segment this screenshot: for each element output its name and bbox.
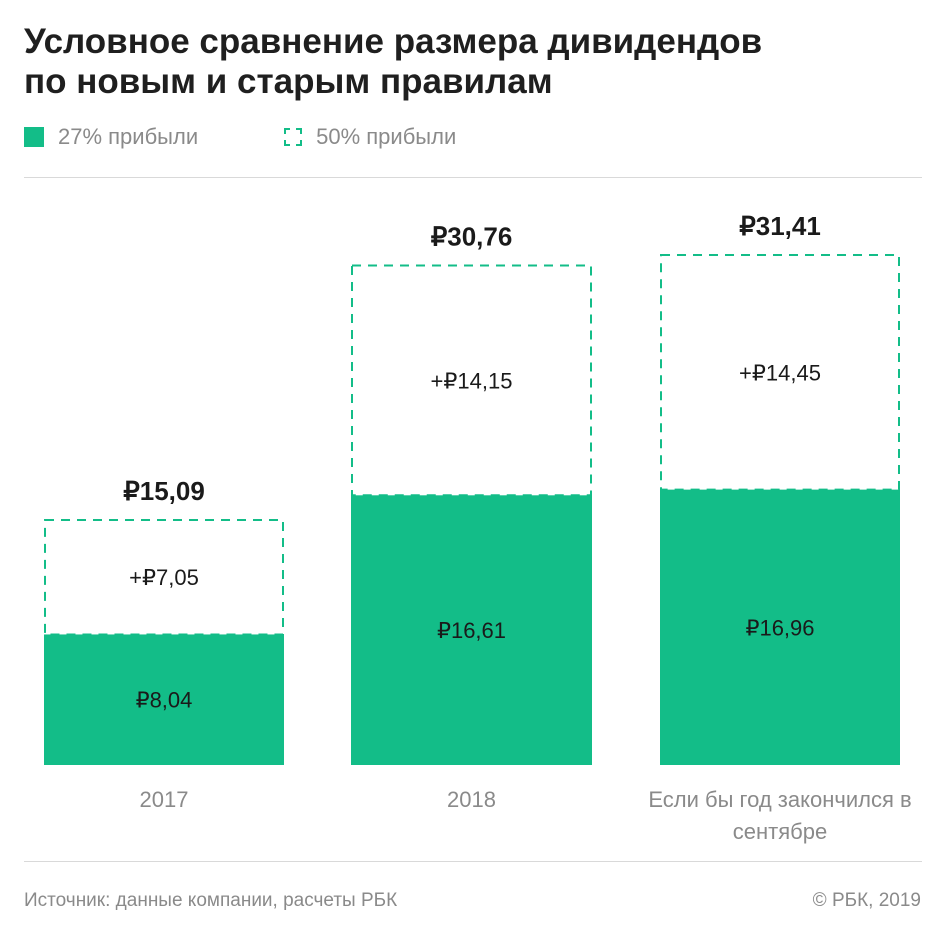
- bar-value-27pct: ₽16,61: [437, 618, 506, 643]
- bar-value-50pct: +₽7,05: [129, 565, 199, 590]
- bottom-divider: [24, 861, 922, 862]
- bar-segment-27pct: [351, 495, 592, 765]
- legend-item-dashed: 50% прибыли: [284, 124, 456, 150]
- legend: 27% прибыли 50% прибыли: [24, 122, 542, 152]
- category-label-2018: 2018: [447, 787, 496, 812]
- bar-segment-50pct: [351, 264, 592, 497]
- bar-total-label: ₽30,76: [431, 222, 513, 252]
- bar-total-label: ₽31,41: [739, 211, 821, 241]
- bar-value-50pct: +₽14,15: [431, 368, 513, 393]
- bar-total-label: ₽15,09: [123, 476, 205, 506]
- bar-value-27pct: ₽16,96: [745, 615, 814, 640]
- legend-label-solid: 27% прибыли: [58, 124, 199, 149]
- top-divider: [24, 177, 922, 178]
- legend-swatch-dashed: [284, 128, 303, 146]
- bar-segment-27pct: [44, 634, 284, 765]
- title-line-1: Условное сравнение размера дивидендов: [24, 22, 763, 61]
- legend-swatch-solid: [24, 127, 44, 147]
- category-label-2017: 2017: [139, 787, 189, 812]
- title-line-2: по новым и старым правилам: [24, 62, 553, 101]
- category-label-september: Если бы год закончился в сентябре: [648, 787, 912, 844]
- copyright: © РБК, 2019: [812, 890, 921, 911]
- bar-segment-27pct: [660, 489, 900, 765]
- chart-title: Условное сравнение размера дивидендов по…: [24, 22, 904, 102]
- bar-value-50pct: +₽14,45: [739, 360, 821, 385]
- source-note: Источник: данные компании, расчеты РБК: [24, 890, 398, 911]
- legend-label-dashed: 50% прибыли: [316, 124, 457, 149]
- bar-segment-50pct: [660, 254, 900, 491]
- bar-value-27pct: ₽8,04: [136, 688, 193, 713]
- legend-item-solid: 27% прибыли: [24, 124, 198, 150]
